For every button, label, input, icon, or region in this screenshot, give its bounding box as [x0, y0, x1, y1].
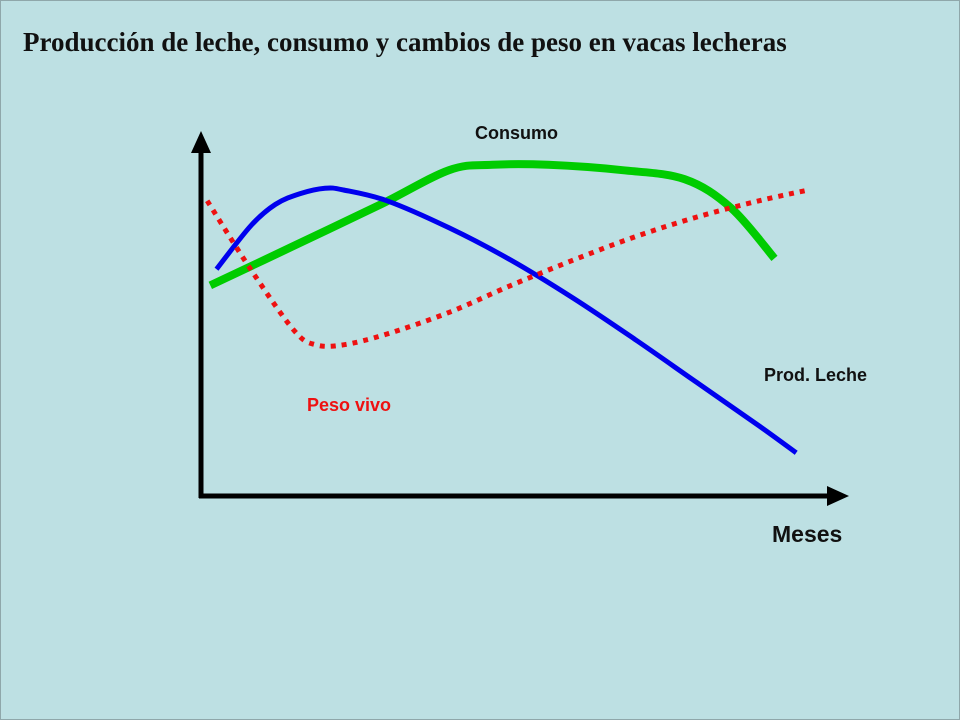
x-axis-arrow: [827, 486, 849, 506]
chart-title: Producción de leche, consumo y cambios d…: [23, 27, 787, 57]
axes: [191, 131, 849, 506]
series-label-prod-leche: Prod. Leche: [764, 365, 867, 385]
series-line-peso-vivo: [205, 187, 810, 349]
y-axis-arrow: [191, 131, 211, 153]
series-line-consumo: [208, 160, 778, 290]
series-layer: [205, 160, 810, 455]
series-label-consumo: Consumo: [475, 123, 558, 143]
x-axis-label: Meses: [772, 521, 842, 547]
series-line-prod-leche: [214, 185, 798, 455]
series-label-peso-vivo: Peso vivo: [307, 395, 391, 415]
